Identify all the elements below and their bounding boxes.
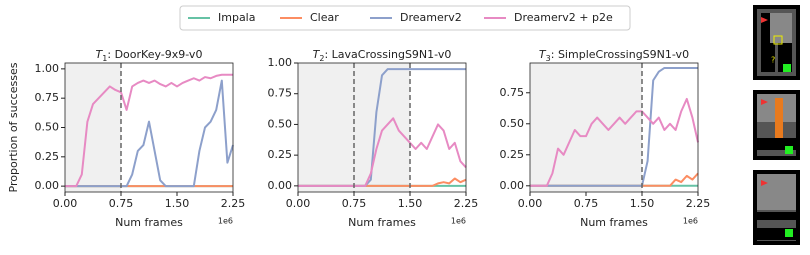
x-tick-label: 0.00 xyxy=(286,197,311,210)
title-text: : SimpleCrossingS9N1-v0 xyxy=(551,48,689,61)
legend: Impala Clear Dreamerv2 Dreamerv2 + p2e xyxy=(179,5,631,31)
x-offset-label: 1e6 xyxy=(683,217,698,226)
phase-shade xyxy=(530,63,642,192)
subplot: 0.00 0.25 0.50 0.75 1.00 0.00 0.75 1.50 2.25 T1: … xyxy=(7,48,245,229)
x-tick-label: 0.00 xyxy=(518,197,543,210)
subplot-title: T3: SimpleCrossingS9N1-v0 xyxy=(539,48,689,63)
y-tick-label: 0.25 xyxy=(35,150,60,163)
env-images: ? xyxy=(753,5,800,245)
legend-label: Dreamerv2 xyxy=(400,11,462,24)
title-text: : LavaCrossingS9N1-v0 xyxy=(324,48,451,61)
x-tick-label: 2.25 xyxy=(686,197,711,210)
x-tick-label: 1.50 xyxy=(398,197,423,210)
y-tick-label: 0.50 xyxy=(35,121,60,134)
x-offset-label: 1e6 xyxy=(451,217,466,226)
x-tick-label: 0.75 xyxy=(109,197,134,210)
y-tick-label: 0.00 xyxy=(268,179,293,192)
legend-label: Impala xyxy=(218,11,255,24)
subplot-title: T1: DoorKey-9x9-v0 xyxy=(96,48,203,63)
subplot: 0.00 0.25 0.50 0.75 1.00 0.00 0.75 1.50 2.25 T2: … xyxy=(268,48,479,229)
title-task: T xyxy=(313,48,321,61)
y-tick-label: 0.75 xyxy=(268,87,293,100)
legend-label: Dreamerv2 + p2e xyxy=(514,11,613,24)
x-tick-label: 1.50 xyxy=(165,197,190,210)
y-tick-label: 1.00 xyxy=(35,62,60,75)
phase-shade xyxy=(65,63,121,192)
legend-label: Clear xyxy=(310,11,339,24)
series-line xyxy=(65,73,233,188)
title-task-index: 3 xyxy=(546,54,551,63)
y-tick-label: 0.50 xyxy=(268,117,293,130)
y-tick-label: 0.00 xyxy=(500,179,525,192)
series-line xyxy=(65,79,234,188)
series-line xyxy=(530,97,699,187)
series-line xyxy=(530,66,698,187)
y-tick-label: 0.75 xyxy=(35,91,60,104)
x-tick-label: 1.50 xyxy=(630,197,655,210)
x-axis-label: Num frames xyxy=(580,216,648,229)
y-tick-label: 0.25 xyxy=(268,148,293,161)
x-tick-label: 2.25 xyxy=(454,197,479,210)
y-tick-label: 0.75 xyxy=(500,86,525,99)
env-simple xyxy=(753,170,800,245)
y-tick-label: 1.00 xyxy=(268,56,293,69)
subplot-title: T2: LavaCrossingS9N1-v0 xyxy=(313,48,452,63)
legend-box xyxy=(179,5,631,31)
x-offset-label: 1e6 xyxy=(218,217,233,226)
y-axis-label: Proportion of successes xyxy=(7,62,20,192)
title-text: : DoorKey-9x9-v0 xyxy=(107,48,202,61)
plot-frame xyxy=(64,62,234,193)
svg-text:?: ? xyxy=(771,56,775,65)
env-lava xyxy=(753,90,800,160)
x-tick-label: 0.00 xyxy=(53,197,78,210)
plot-frame xyxy=(297,62,467,193)
x-tick-label: 2.25 xyxy=(221,197,246,210)
title-task-index: 2 xyxy=(319,54,324,63)
y-tick-label: 0.25 xyxy=(500,148,525,161)
series-line xyxy=(298,117,467,187)
title-task-index: 1 xyxy=(102,54,107,63)
title-task: T xyxy=(96,48,104,61)
y-tick-label: 0.50 xyxy=(500,117,525,130)
x-axis-label: Num frames xyxy=(115,216,183,229)
title-task: T xyxy=(539,48,547,61)
x-tick-label: 0.75 xyxy=(342,197,367,210)
y-tick-label: 0.00 xyxy=(35,179,60,192)
plot-frame xyxy=(529,62,699,193)
env-doorkey: ? xyxy=(753,5,800,80)
x-axis-label: Num frames xyxy=(348,216,416,229)
subplot: 0.00 0.25 0.50 0.75 0.00 0.75 1.50 2.25 T3: Simp… xyxy=(500,48,711,229)
x-tick-label: 0.75 xyxy=(574,197,599,210)
